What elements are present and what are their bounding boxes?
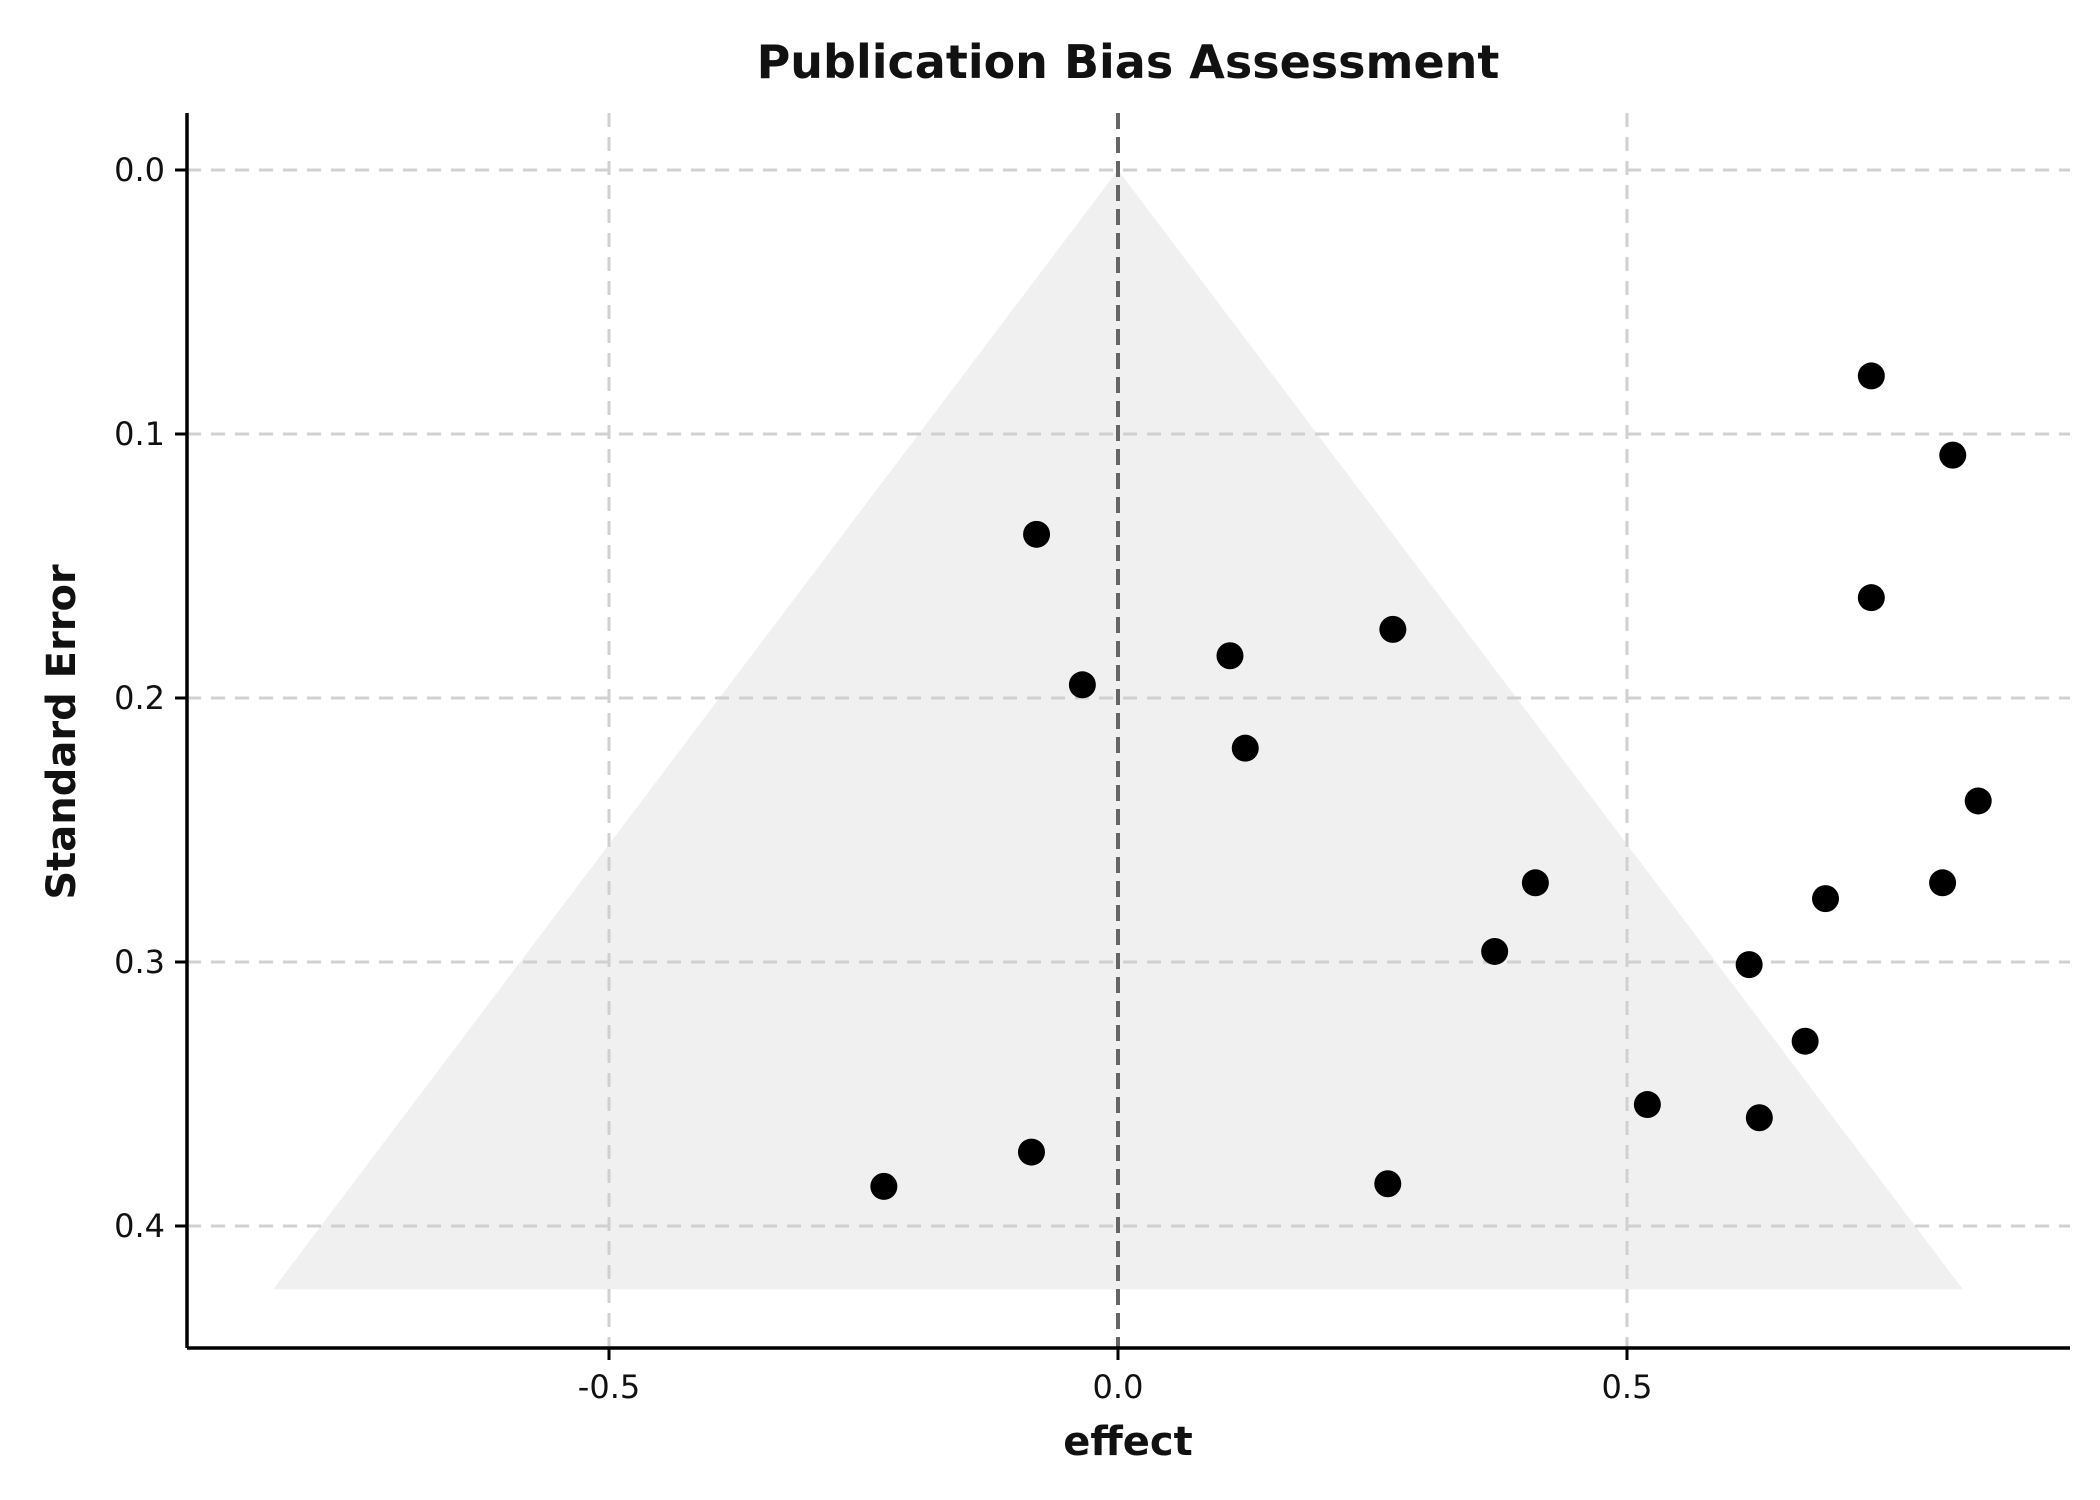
- data-point: [1745, 1104, 1773, 1132]
- data-point: [1379, 615, 1407, 643]
- data-point: [1735, 951, 1763, 979]
- data-point: [1023, 520, 1051, 548]
- y-tick-label: 0.1: [114, 415, 165, 453]
- data-point: [1481, 937, 1509, 965]
- data-point: [1964, 787, 1992, 815]
- x-axis-ticks: -0.5 0.0 0.5: [578, 1348, 1653, 1406]
- x-tick-label: 0.0: [1093, 1368, 1144, 1406]
- data-point: [1521, 869, 1549, 897]
- data-point: [1633, 1091, 1661, 1119]
- y-tick-label: 0.4: [114, 1207, 165, 1245]
- data-points: [870, 362, 1992, 1200]
- y-tick-label: 0.2: [114, 679, 165, 717]
- data-point: [1929, 869, 1957, 897]
- funnel-region: [273, 170, 1963, 1290]
- data-point: [1068, 671, 1096, 699]
- x-axis-label: effect: [1063, 1419, 1193, 1465]
- data-point: [1017, 1138, 1045, 1166]
- data-point: [870, 1172, 898, 1200]
- data-point: [1939, 441, 1967, 469]
- x-tick-label: 0.5: [1602, 1368, 1653, 1406]
- data-point: [1857, 584, 1885, 612]
- data-point: [1231, 734, 1259, 762]
- chart-title: Publication Bias Assessment: [757, 35, 1500, 89]
- data-point: [1812, 885, 1840, 913]
- data-point: [1216, 642, 1244, 670]
- y-tick-label: 0.0: [114, 151, 165, 189]
- y-axis-ticks: 0.0 0.1 0.2 0.3 0.4: [114, 151, 187, 1245]
- data-point: [1857, 362, 1885, 390]
- y-tick-label: 0.3: [114, 943, 165, 981]
- data-point: [1374, 1170, 1402, 1198]
- x-tick-label: -0.5: [578, 1368, 640, 1406]
- y-axis-label: Standard Error: [39, 564, 85, 900]
- data-point: [1791, 1027, 1819, 1055]
